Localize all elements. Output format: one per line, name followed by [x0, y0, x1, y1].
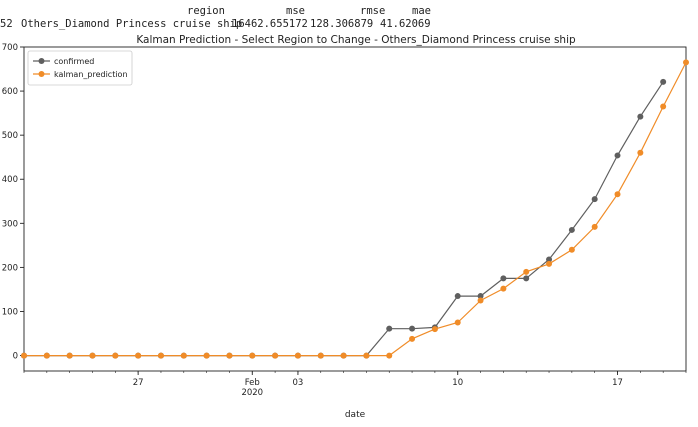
data-point-confirmed: [477, 293, 484, 300]
data-point-kalman-prediction: [66, 352, 73, 359]
header-mae: mae: [412, 5, 431, 17]
series-layer: [21, 59, 689, 359]
chart-area: Kalman Prediction - Select Region to Cha…: [0, 30, 698, 422]
data-point-kalman-prediction: [523, 268, 530, 275]
y-tick-label: 300: [2, 219, 18, 229]
plot-frame: [23, 46, 687, 372]
y-tick-label: 0: [13, 352, 18, 362]
series-kalman-prediction: [21, 59, 689, 359]
legend-marker-kalman-prediction: [38, 71, 45, 77]
data-point-kalman-prediction: [409, 335, 416, 342]
y-tick-label: 400: [2, 175, 18, 185]
header-mse: mse: [286, 5, 305, 17]
series-confirmed: [21, 78, 667, 359]
legend-box: [27, 50, 133, 86]
y-tick-label: 700: [2, 43, 18, 53]
data-point-kalman-prediction: [112, 352, 119, 359]
data-point-kalman-prediction: [89, 352, 96, 359]
data-point-confirmed: [637, 113, 644, 120]
data-point-kalman-prediction: [386, 352, 393, 359]
cell-mae: 41.62069: [380, 18, 431, 30]
y-tick-label: 600: [2, 87, 18, 97]
data-point-kalman-prediction: [454, 319, 461, 326]
x-axis-label: date: [345, 410, 366, 420]
data-point-kalman-prediction: [157, 352, 164, 359]
row-index: 52: [0, 18, 13, 30]
y-tick-label: 200: [2, 263, 18, 273]
data-point-confirmed: [660, 78, 667, 85]
cell-rmse: 128.306879: [310, 18, 374, 30]
x-tick-label: 10: [452, 378, 463, 388]
data-point-kalman-prediction: [363, 352, 370, 359]
legend-label-confirmed: confirmed: [54, 57, 94, 66]
data-point-confirmed: [614, 152, 621, 159]
data-point-kalman-prediction: [431, 326, 438, 333]
y-tick-label: 100: [2, 307, 18, 317]
header-rmse: rmse: [360, 5, 386, 17]
data-point-kalman-prediction: [340, 352, 347, 359]
x-tick-sublabel: 2020: [241, 388, 263, 398]
data-point-kalman-prediction: [477, 297, 484, 304]
cell-mse: 16462.655172: [232, 18, 308, 30]
data-point-kalman-prediction: [660, 103, 667, 110]
series-line-confirmed: [24, 81, 664, 357]
cell-region: Others_Diamond Princess cruise ship: [21, 18, 243, 30]
data-point-kalman-prediction: [614, 191, 621, 198]
legend-label-kalman-prediction: kalman_prediction: [54, 70, 128, 79]
data-point-kalman-prediction: [591, 223, 598, 230]
data-point-kalman-prediction: [180, 352, 187, 359]
data-point-confirmed: [523, 275, 530, 282]
data-point-confirmed: [386, 325, 393, 332]
data-point-confirmed: [454, 293, 461, 300]
y-tick-label: 500: [2, 131, 18, 141]
data-point-kalman-prediction: [226, 352, 233, 359]
data-point-kalman-prediction: [683, 59, 689, 66]
data-point-kalman-prediction: [21, 352, 27, 359]
data-point-confirmed: [409, 325, 416, 332]
data-point-kalman-prediction: [272, 352, 279, 359]
dataframe-output: region mse rmse mae 52 Others_Diamond Pr…: [0, 0, 698, 34]
legend-marker-confirmed: [38, 58, 45, 64]
data-point-confirmed: [546, 256, 553, 263]
data-point-kalman-prediction: [568, 246, 575, 253]
x-tick-label: Feb: [245, 378, 260, 388]
data-point-kalman-prediction: [637, 149, 644, 156]
data-point-kalman-prediction: [294, 352, 301, 359]
data-point-confirmed: [500, 275, 507, 282]
header-region: region: [187, 5, 225, 17]
chart-title: Kalman Prediction - Select Region to Cha…: [136, 34, 576, 46]
data-point-kalman-prediction: [317, 352, 324, 359]
data-point-kalman-prediction: [500, 285, 507, 292]
data-point-kalman-prediction: [203, 352, 210, 359]
kalman-chart: Kalman Prediction - Select Region to Cha…: [2, 34, 689, 420]
x-tick-label: 03: [293, 378, 304, 388]
x-tick-label: 27: [133, 378, 144, 388]
data-point-confirmed: [568, 226, 575, 233]
data-point-kalman-prediction: [546, 260, 553, 267]
data-point-confirmed: [591, 196, 598, 203]
series-line-kalman-prediction: [24, 62, 687, 357]
legend: confirmed kalman_prediction: [27, 50, 133, 86]
x-tick-label: 17: [612, 378, 623, 388]
y-axis: 0 100 200 300 400 500 600 700: [2, 43, 24, 362]
data-point-kalman-prediction: [135, 352, 142, 359]
data-point-kalman-prediction: [43, 352, 50, 359]
data-point-kalman-prediction: [249, 352, 256, 359]
